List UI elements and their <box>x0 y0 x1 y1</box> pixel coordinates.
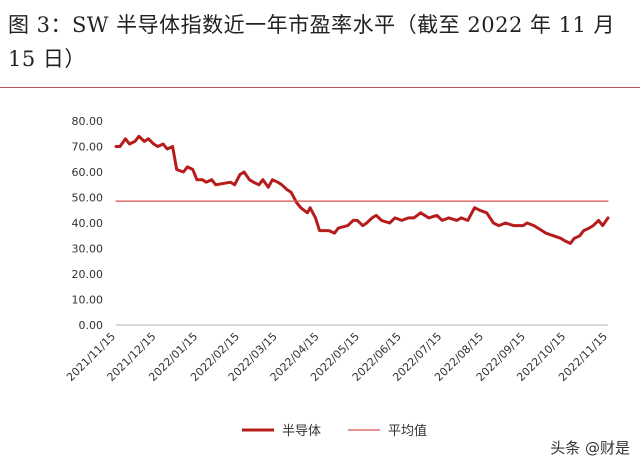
y-tick-label: 0.00 <box>79 319 104 332</box>
legend: 半导体 平均值 <box>242 423 427 439</box>
y-axis: 0.00 10.00 20.00 30.00 40.00 50.00 60.00 70.00 8… <box>72 115 104 332</box>
legend-label-average: 平均值 <box>388 423 427 439</box>
y-tick-label: 80.00 <box>72 115 104 128</box>
watermark: 头条 @财是 <box>550 439 630 457</box>
y-tick-label: 20.00 <box>72 268 104 281</box>
y-tick-label: 10.00 <box>72 294 104 307</box>
series-line-semiconductor <box>114 134 610 245</box>
legend-label-semiconductor: 半导体 <box>282 424 321 439</box>
y-tick-label: 30.00 <box>72 243 104 256</box>
plot-area <box>114 134 610 245</box>
figure-title: 图 3：SW 半导体指数近一年市盈率水平（截至 2022 年 11 月 15 日… <box>8 13 616 71</box>
y-tick-label: 70.00 <box>72 141 104 154</box>
title-divider <box>0 87 640 88</box>
x-axis: 2021/11/152021/12/152022/01/152022/02/15… <box>64 324 610 384</box>
y-tick-label: 60.00 <box>72 166 104 179</box>
y-tick-label: 40.00 <box>72 217 104 230</box>
y-tick-label: 50.00 <box>72 192 104 205</box>
